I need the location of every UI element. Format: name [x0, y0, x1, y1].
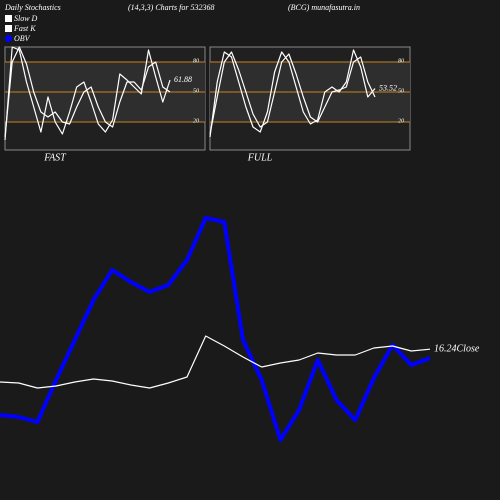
header-left: Daily Stochastics [4, 3, 61, 12]
y-tick-label: 80 [398, 58, 404, 64]
y-tick-label: 80 [193, 58, 199, 64]
series-line [209, 49, 376, 138]
legend-swatch [5, 25, 12, 32]
x-axis-label: FULL [247, 152, 273, 163]
legend-swatch [5, 15, 12, 22]
y-tick-label: 20 [193, 118, 199, 124]
series-line [4, 46, 171, 141]
legend-label: Fast K [13, 24, 36, 33]
value-label: 61.88 [174, 75, 192, 84]
y-tick-label: 20 [398, 118, 404, 124]
legend-swatch [5, 35, 12, 42]
header-center: (14,3,3) Charts for 532368 [128, 3, 214, 12]
series-line [209, 51, 376, 135]
series-line [0, 335, 431, 389]
series-label: Close [457, 343, 480, 354]
legend-label: Slow D [14, 14, 38, 23]
y-tick-label: 50 [398, 88, 404, 94]
header-right: (BCG) munafasutra.in [288, 3, 360, 12]
legend-label: OBV [14, 34, 31, 43]
series-line [0, 216, 431, 442]
y-tick-label: 50 [193, 88, 199, 94]
value-label: 16.24 [434, 343, 457, 354]
x-axis-label: FAST [43, 152, 67, 163]
value-label: 53.52 [379, 83, 397, 92]
